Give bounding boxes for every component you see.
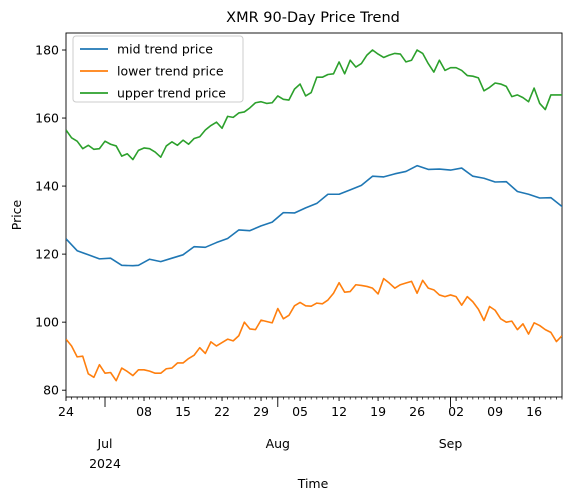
x-tick-label: 26 <box>409 404 425 419</box>
x-tick-label: 09 <box>487 404 503 419</box>
x-tick-label: 29 <box>253 404 269 419</box>
x-tick-label: 19 <box>370 404 386 419</box>
y-tick-label: 80 <box>43 383 59 398</box>
legend-label-2: lower trend price <box>117 64 224 79</box>
x-month-label: Jul <box>96 436 112 451</box>
x-tick-label: 24 <box>58 404 74 419</box>
y-tick-label: 160 <box>35 111 59 126</box>
y-tick-label: 120 <box>35 247 59 262</box>
x-tick-label: 22 <box>214 404 230 419</box>
x-month-label: Aug <box>266 436 290 451</box>
chart-title: XMR 90-Day Price Trend <box>226 10 400 26</box>
legend-label-1: mid trend price <box>117 42 213 57</box>
x-tick-label: 15 <box>175 404 191 419</box>
y-tick-label: 180 <box>35 43 59 58</box>
legend: mid trend price lower trend price upper tr… <box>72 35 244 103</box>
series-layer <box>66 49 562 382</box>
x-tick-label: 12 <box>331 404 347 419</box>
series-line-1 <box>66 164 562 267</box>
x-tick-label: 08 <box>136 404 152 419</box>
series-line-3 <box>66 49 562 161</box>
y-tick-label: 100 <box>35 315 59 330</box>
y-axis-label: Price <box>9 199 24 230</box>
x-tick-label: 16 <box>526 404 542 419</box>
x-tick-label: 05 <box>292 404 308 419</box>
legend-label-3: upper trend price <box>117 86 226 101</box>
y-tick-label: 140 <box>35 179 59 194</box>
x-tick-label: 02 <box>448 404 464 419</box>
y-axis: 80 100 120 140 160 180 <box>35 43 66 398</box>
x-month-label: Sep <box>439 436 463 451</box>
legend-box <box>72 35 244 103</box>
plot-area <box>65 32 563 398</box>
x-year-label: 2024 <box>89 456 121 471</box>
series-line-2 <box>66 277 562 382</box>
x-axis: 24 Jul 2024 08 15 22 29 Aug 05 12 19 26 Sep 02 09 16 <box>58 397 563 471</box>
x-axis-label: Time <box>297 476 329 491</box>
plot-frame <box>65 32 563 398</box>
